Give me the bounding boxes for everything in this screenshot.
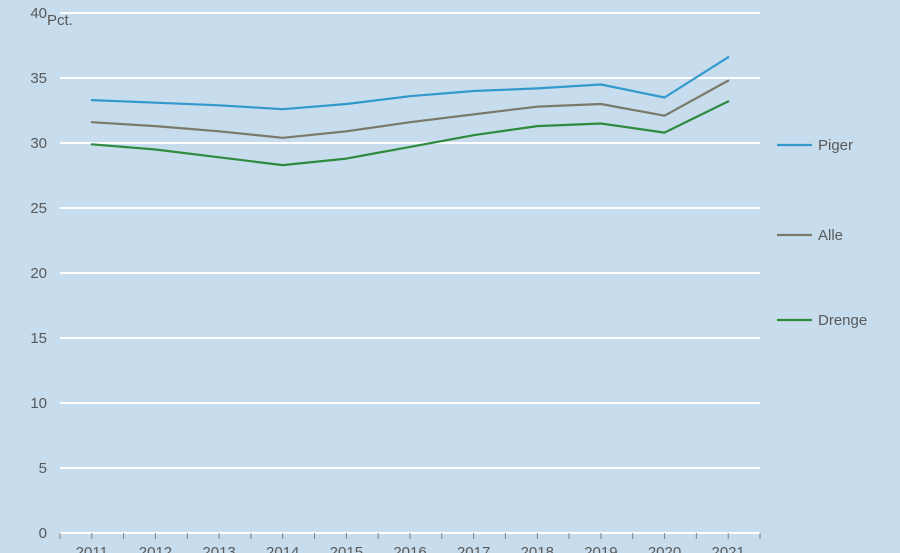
x-tick-label: 2012 bbox=[139, 544, 172, 553]
y-tick-label: 35 bbox=[30, 70, 47, 87]
x-tick-label: 2013 bbox=[202, 544, 235, 553]
y-tick-label: 0 bbox=[39, 525, 47, 542]
y-tick-label: 25 bbox=[30, 200, 47, 217]
x-tick-label: 2019 bbox=[584, 544, 617, 553]
x-tick-label: 2021 bbox=[711, 544, 744, 553]
y-tick-label: 40 bbox=[30, 5, 47, 22]
x-tick-label: 2018 bbox=[521, 544, 554, 553]
y-tick-label: 5 bbox=[39, 460, 47, 477]
chart-background bbox=[0, 0, 900, 553]
y-axis-title: Pct. bbox=[47, 12, 73, 29]
y-tick-label: 10 bbox=[30, 395, 47, 412]
legend-label-piger: Piger bbox=[818, 137, 853, 154]
y-tick-label: 15 bbox=[30, 330, 47, 347]
x-tick-label: 2015 bbox=[330, 544, 363, 553]
x-tick-label: 2011 bbox=[76, 544, 108, 553]
x-tick-label: 2020 bbox=[648, 544, 681, 553]
legend-label-drenge: Drenge bbox=[818, 312, 867, 329]
legend-label-alle: Alle bbox=[818, 227, 843, 244]
x-tick-label: 2017 bbox=[457, 544, 490, 553]
y-tick-label: 30 bbox=[30, 135, 47, 152]
line-chart: 0 5 10 15 20 25 30 35 40Pct. 2011 2012 2013 2014 2015… bbox=[0, 0, 900, 553]
x-tick-label: 2014 bbox=[266, 544, 299, 553]
y-tick-label: 20 bbox=[30, 265, 47, 282]
x-tick-label: 2016 bbox=[393, 544, 426, 553]
